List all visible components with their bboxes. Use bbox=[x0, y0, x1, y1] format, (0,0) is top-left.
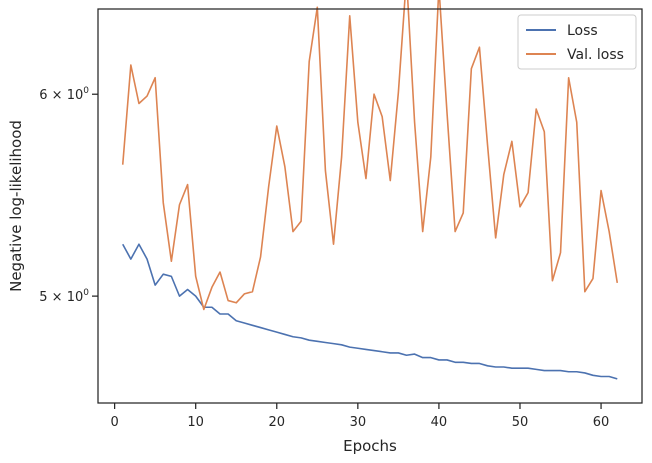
plot-frame bbox=[97, 8, 643, 404]
x-tick-label: 60 bbox=[593, 415, 610, 430]
y-tick-label: 5 × 100 bbox=[39, 288, 89, 305]
legend-box bbox=[517, 14, 637, 70]
x-tick-label: 20 bbox=[268, 415, 285, 430]
x-axis-label: Epochs bbox=[343, 437, 397, 455]
y-axis-label: Negative log-likelihood bbox=[7, 120, 25, 292]
y-tick-label: 6 × 100 bbox=[39, 86, 89, 103]
x-tick-label: 30 bbox=[350, 415, 367, 430]
legend: Loss Val. loss bbox=[517, 14, 637, 70]
x-tick-label: 0 bbox=[110, 415, 118, 430]
x-tick-label: 40 bbox=[431, 415, 448, 430]
plot-background bbox=[98, 9, 642, 403]
x-tick-label: 10 bbox=[187, 415, 204, 430]
legend-label-val-loss: Val. loss bbox=[567, 47, 624, 63]
x-tick-label: 50 bbox=[512, 415, 529, 430]
series-line-1 bbox=[121, 0, 619, 311]
y-axis: 5 × 100 6 × 100 bbox=[39, 86, 98, 305]
x-axis: 0 10 20 30 40 50 60 bbox=[110, 403, 609, 430]
series-layer bbox=[121, 0, 619, 380]
legend-label-loss: Loss bbox=[567, 23, 598, 39]
